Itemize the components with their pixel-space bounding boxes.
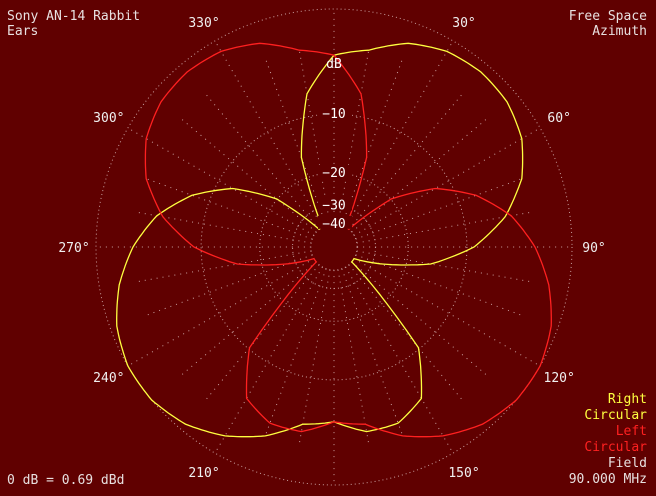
radial-label-bg xyxy=(318,164,352,178)
angle-label: 240° xyxy=(93,371,124,386)
legend-left-line-2: Circular xyxy=(584,440,647,455)
mode-line-1: Free Space xyxy=(569,9,647,24)
radial-label-bg xyxy=(318,106,352,120)
radial-label-bg xyxy=(318,197,352,211)
reference-level: 0 dB = 0.69 dBd xyxy=(7,473,124,488)
legend-left-line-1: Left xyxy=(616,424,647,439)
angle-label: 330° xyxy=(188,16,219,31)
angle-labels: 30° 60° 90° 120° 150° 210° 240° 270° 300° 330° xyxy=(58,16,605,481)
radial-tick-label: −40 xyxy=(322,217,345,232)
legend-right-line-1: Right xyxy=(608,392,647,407)
grid-ring-outer xyxy=(95,8,573,486)
grid-ring xyxy=(200,113,468,381)
mode-line-2: Azimuth xyxy=(592,24,647,39)
radial-tick-label: −20 xyxy=(322,166,345,181)
angle-label: 210° xyxy=(188,466,219,481)
angle-label: 90° xyxy=(582,241,605,256)
frequency: 90.000 MHz xyxy=(569,472,647,487)
angle-label: 300° xyxy=(93,111,124,126)
angle-label: 270° xyxy=(58,241,89,256)
radial-label-bg xyxy=(318,215,352,229)
title-line-2: Ears xyxy=(7,24,38,39)
field-label: Field xyxy=(608,456,647,471)
series-layer xyxy=(116,42,552,438)
radial-unit-label: dB xyxy=(326,57,342,72)
angle-label: 30° xyxy=(452,16,475,31)
series-left-circular-curve xyxy=(144,42,552,438)
grid-ring xyxy=(259,172,409,322)
angle-label: 60° xyxy=(547,111,570,126)
angle-label: 150° xyxy=(448,466,479,481)
legend-right-line-2: Circular xyxy=(584,408,647,423)
radial-tick-label: −10 xyxy=(322,107,345,122)
angle-label: 120° xyxy=(544,371,575,386)
title-line-1: Sony AN-14 Rabbit xyxy=(7,9,140,24)
radial-labels: dB −10 −20 −30 −40 xyxy=(318,57,352,232)
radial-tick-label: −30 xyxy=(322,199,345,214)
